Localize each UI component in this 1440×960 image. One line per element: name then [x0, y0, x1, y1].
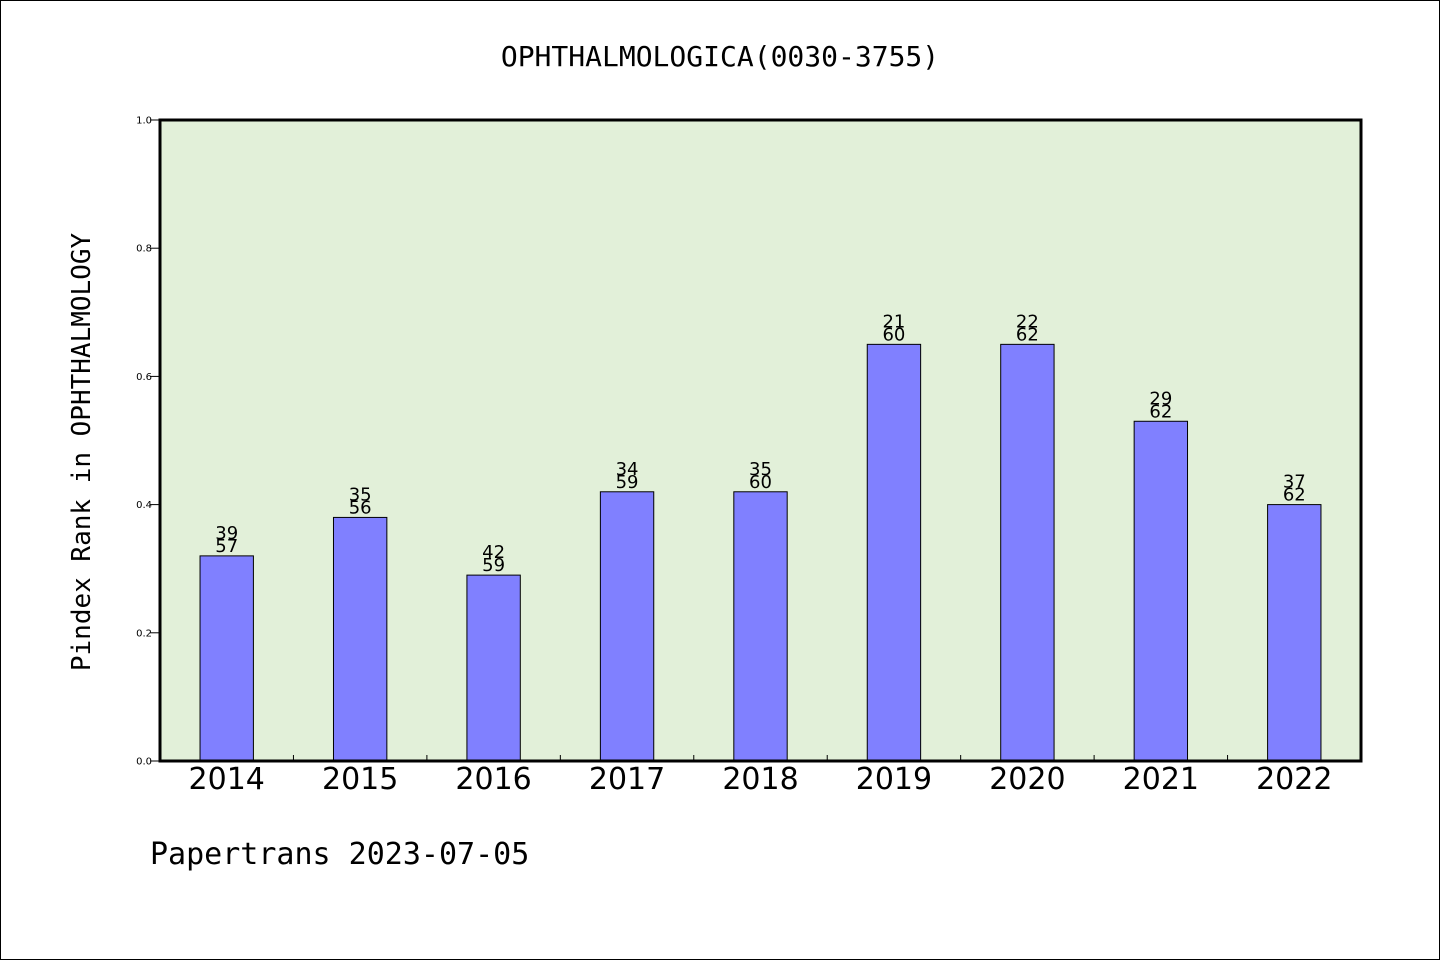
y-tick-label: 0.2: [136, 628, 152, 639]
y-tick-label: 0.0: [136, 757, 152, 768]
data-label-rank: 21: [882, 311, 905, 332]
data-label-total: 62: [1283, 485, 1306, 506]
x-tick-label: 2020: [989, 762, 1065, 797]
data-label-total: 60: [749, 472, 772, 493]
data-label-rank: 35: [749, 459, 772, 480]
data-label-rank: 22: [1016, 311, 1039, 332]
y-tick-label: 0.4: [136, 500, 152, 511]
data-label-total: 56: [349, 497, 372, 518]
bar-2014: [199, 555, 254, 762]
y-tick-label: 0.8: [136, 244, 152, 255]
data-label-rank: 42: [482, 542, 505, 563]
data-label-total: 59: [616, 472, 639, 493]
data-label-total: 57: [215, 536, 238, 557]
data-label-rank: 35: [349, 484, 372, 505]
x-tick-label: 2017: [589, 762, 665, 797]
plot-border: [158, 118, 1363, 763]
data-label-total: 62: [1149, 401, 1172, 422]
data-label-rank: 39: [215, 523, 238, 544]
bar-2016: [466, 574, 521, 762]
data-label-total: 60: [882, 324, 905, 345]
x-tick-label: 2015: [322, 762, 398, 797]
x-tick-label: 2021: [1123, 762, 1199, 797]
chart-title: OPHTHALMOLOGICA(0030-3755): [501, 40, 939, 73]
x-tick-label: 2018: [722, 762, 798, 797]
y-tick-label: 0.6: [136, 372, 152, 383]
x-tick-label: 2022: [1256, 762, 1332, 797]
bar-2020: [1000, 343, 1055, 762]
y-tick-label: 1.0: [136, 116, 152, 127]
data-label-total: 62: [1016, 324, 1039, 345]
data-label-rank: 37: [1283, 472, 1306, 493]
data-label-total: 59: [482, 555, 505, 576]
bars-layer: [199, 343, 1322, 762]
x-tick-label: 2019: [856, 762, 932, 797]
bar-2018: [733, 491, 788, 762]
bar-2015: [332, 516, 388, 762]
x-tick-label: 2014: [189, 762, 265, 797]
bar-2021: [1133, 420, 1189, 762]
data-label-rank: 29: [1149, 388, 1172, 409]
y-axis: 0.0 0.2 0.4 0.6 0.8 1.0: [136, 116, 160, 768]
footer-watermark: Papertrans 2023-07-05: [150, 837, 529, 872]
bar-2022: [1267, 504, 1322, 762]
x-axis: 2014 2015 2016 2017 2018 2019 2020 2021 2022: [189, 755, 1332, 797]
bar-2019: [866, 343, 922, 762]
x-tick-label: 2016: [455, 762, 531, 797]
y-axis-label: Pindex Rank in OPHTHALMOLOGY: [67, 233, 97, 672]
bar-2017: [599, 491, 655, 762]
data-label-rank: 34: [616, 459, 639, 480]
